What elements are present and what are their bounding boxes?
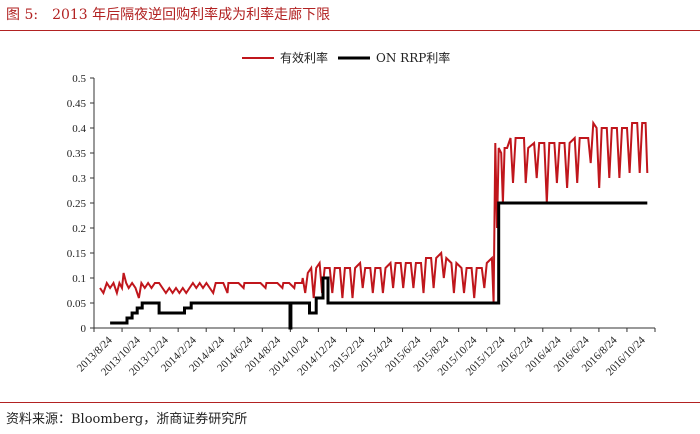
y-tick-label: 0.35 <box>67 148 87 160</box>
y-tick-label: 0.05 <box>67 298 87 310</box>
y-tick-label: 0.5 <box>72 73 86 85</box>
legend-label: 有效利率 <box>280 50 328 65</box>
y-tick-label: 0.25 <box>67 198 87 210</box>
figure-title-text: 2013 年后隔夜逆回购利率成为利率走廊下限 <box>52 7 331 23</box>
legend-label: ON RRP利率 <box>376 50 450 65</box>
chart-legend: 有效利率 ON RRP利率 <box>242 50 450 65</box>
y-tick-label: 0.15 <box>67 248 87 260</box>
title-rule <box>0 30 700 31</box>
source-note: 资料来源：Bloomberg，浙商证券研究所 <box>6 412 248 427</box>
chart-axes: 00.050.10.150.20.250.30.350.40.450.52013… <box>67 73 656 378</box>
figure-title: 图 5: 2013 年后隔夜逆回购利率成为利率走廊下限 <box>6 4 330 24</box>
y-tick-label: 0 <box>81 323 87 335</box>
figure-label: 图 5: <box>6 7 39 23</box>
on-rrp-rate-line <box>110 201 648 330</box>
effective-rate-line <box>99 119 649 304</box>
source-rule <box>0 402 700 403</box>
y-tick-label: 0.3 <box>72 173 86 185</box>
chart-series <box>99 119 649 330</box>
y-tick-label: 0.45 <box>67 98 87 110</box>
y-tick-label: 0.2 <box>72 223 86 235</box>
y-tick-label: 0.4 <box>72 123 86 135</box>
y-tick-label: 0.1 <box>72 273 86 285</box>
